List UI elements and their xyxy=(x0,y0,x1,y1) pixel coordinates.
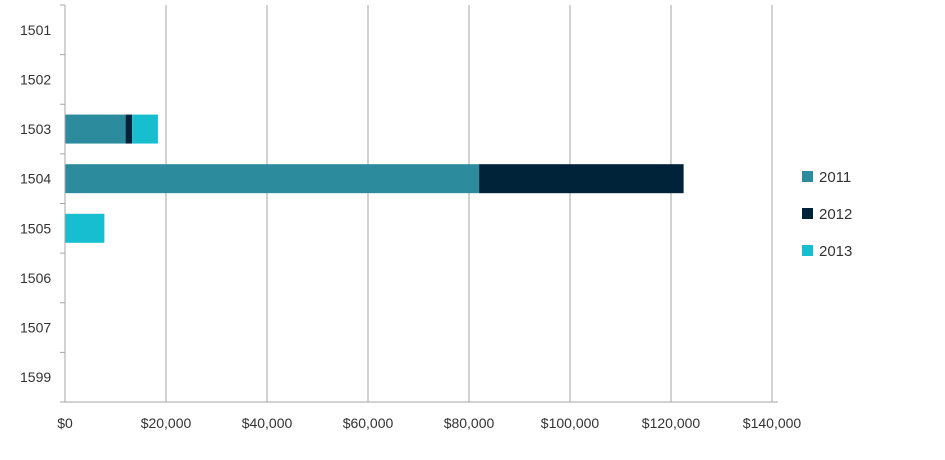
bars xyxy=(65,114,684,243)
legend-label-2011: 2011 xyxy=(819,169,851,186)
x-tick-label: $20,000 xyxy=(141,415,192,431)
grid-lines xyxy=(165,5,773,402)
bar-segment-2011 xyxy=(65,164,480,194)
x-tick-label: $60,000 xyxy=(343,415,394,431)
y-category-label: 1503 xyxy=(20,121,51,137)
legend-label-2013: 2013 xyxy=(819,243,852,260)
y-category-label: 1501 xyxy=(20,22,51,38)
y-category-label: 1505 xyxy=(20,220,51,236)
y-category-label: 1507 xyxy=(20,320,51,336)
bar-segment-2013 xyxy=(132,114,158,144)
x-tick-label: $100,000 xyxy=(541,415,600,431)
axes xyxy=(60,4,778,403)
x-axis-labels: $0 $20,000 $40,000 $60,000 $80,000 $100,000 $1… xyxy=(57,415,801,431)
bar-segment-2013 xyxy=(65,213,105,243)
x-tick-label: $140,000 xyxy=(743,415,802,431)
bar-segment-2012 xyxy=(125,114,133,144)
x-tick-label: $120,000 xyxy=(642,415,701,431)
x-tick-label: $0 xyxy=(57,415,73,431)
bar-segment-2012 xyxy=(479,164,684,194)
legend-swatch-2011 xyxy=(802,171,813,182)
legend-label-2012: 2012 xyxy=(819,206,852,223)
y-axis-labels: 1501 1502 1503 1504 1505 1506 1507 1599 xyxy=(20,22,51,385)
y-category-label: 1506 xyxy=(20,270,51,286)
x-tick-label: $80,000 xyxy=(444,415,495,431)
x-tick-label: $40,000 xyxy=(242,415,293,431)
y-category-label: 1502 xyxy=(20,71,51,87)
y-category-label: 1504 xyxy=(20,171,51,187)
legend-swatch-2013 xyxy=(802,245,813,256)
legend-swatch-2012 xyxy=(802,208,813,219)
y-category-label: 1599 xyxy=(20,369,51,385)
bar-segment-2011 xyxy=(65,114,126,144)
legend: 2011 2012 2013 xyxy=(802,169,852,260)
